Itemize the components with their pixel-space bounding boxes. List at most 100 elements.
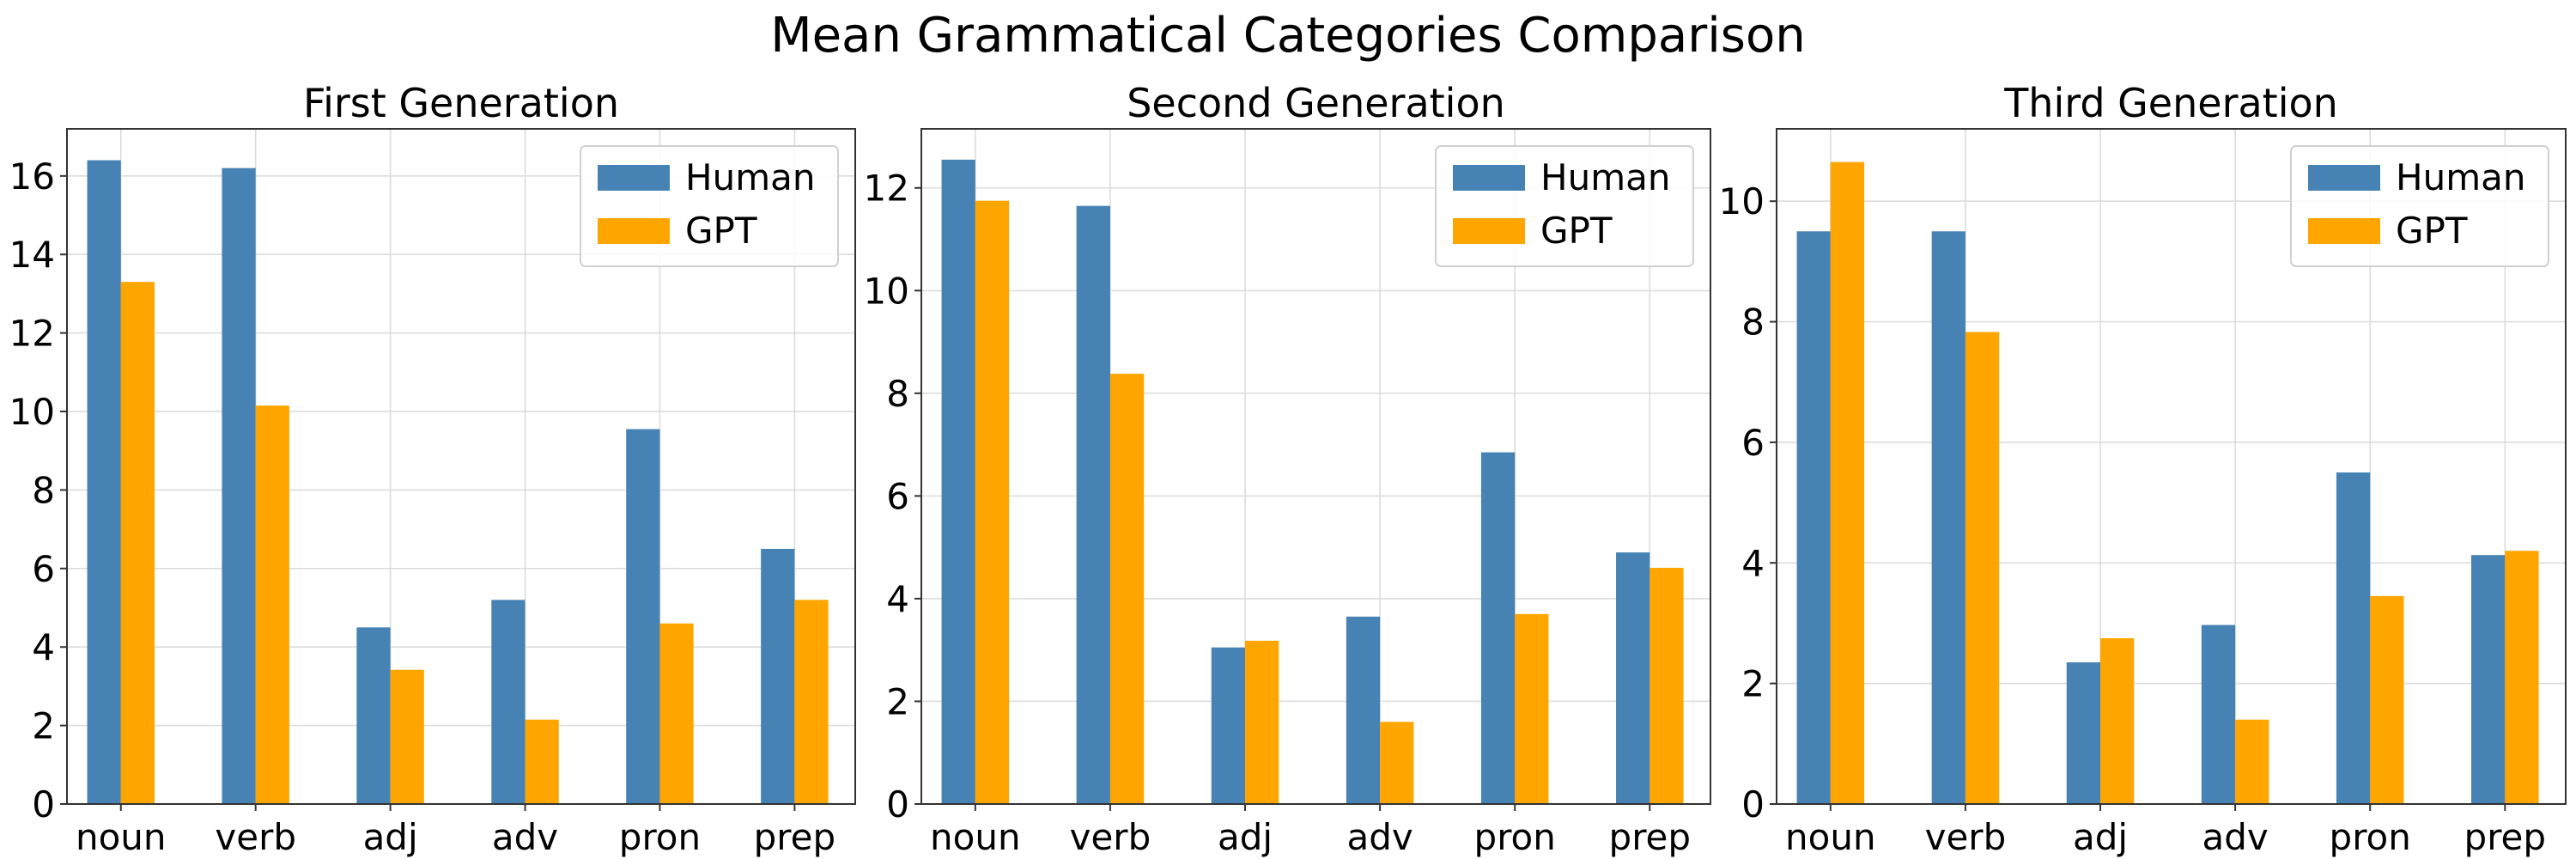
y-tick-label: 2 — [32, 705, 55, 747]
legend: Human GPT — [580, 145, 839, 267]
y-tick-label: 10 — [9, 391, 55, 433]
x-tick-label: prep — [754, 816, 836, 858]
bar-gpt-noun — [1830, 161, 1865, 805]
bar-human-prep — [1616, 552, 1650, 804]
legend: Human GPT — [2290, 145, 2549, 267]
bar-gpt-prep — [2505, 551, 2539, 804]
bar-human-adj — [1211, 647, 1246, 804]
bar-gpt-pron — [2370, 595, 2404, 804]
bar-gpt-adv — [525, 719, 559, 804]
x-tick-label: noun — [1785, 816, 1876, 858]
bar-gpt-adv — [2235, 719, 2269, 804]
x-tick-label: prep — [1609, 816, 1692, 858]
y-tick-label: 4 — [886, 578, 909, 620]
legend-swatch-gpt — [598, 218, 670, 244]
bar-gpt-prep — [794, 600, 829, 804]
x-tick-label: adj — [2073, 816, 2128, 858]
plot-frame — [1776, 128, 2567, 805]
legend-label-human: Human — [685, 156, 815, 198]
legend-swatch-gpt — [2308, 218, 2380, 244]
x-tick-label: verb — [1925, 816, 2007, 858]
bar-human-noun — [87, 160, 121, 805]
legend-swatch-human — [598, 165, 670, 191]
y-tick-label: 10 — [1719, 180, 1765, 222]
y-tick-label: 6 — [1741, 422, 1765, 464]
figure-title: Mean Grammatical Categories Comparison — [770, 8, 1805, 64]
y-tick-label: 0 — [32, 783, 55, 825]
y-tick-label: 16 — [9, 155, 55, 198]
x-tick-label: verb — [1070, 816, 1151, 858]
bar-human-adv — [491, 600, 526, 804]
x-tick-label: prep — [2464, 816, 2547, 858]
bar-human-pron — [1480, 452, 1516, 804]
legend: Human GPT — [1435, 145, 1694, 267]
bar-gpt-pron — [659, 623, 694, 804]
y-tick-label: 12 — [9, 313, 55, 355]
bar-human-prep — [2471, 555, 2506, 804]
bar-gpt-adj — [390, 669, 424, 804]
y-tick-label: 4 — [32, 626, 55, 668]
y-tick-label: 8 — [1741, 302, 1765, 344]
plot-frame — [66, 128, 856, 805]
bar-gpt-noun — [120, 282, 155, 804]
x-tick-label: adv — [1346, 816, 1413, 858]
bar-human-pron — [626, 429, 660, 804]
panel-title: Third Generation — [2003, 80, 2338, 126]
chart-panel-2: Second Generation 0 2 4 6 8 10 12 noun verb adj adv… — [864, 80, 1711, 858]
bar-gpt-adj — [1245, 640, 1279, 804]
y-tick-label: 6 — [32, 548, 55, 590]
bar-gpt-noun — [975, 200, 1010, 804]
legend-label-gpt: GPT — [685, 210, 757, 252]
y-tick-label: 0 — [886, 783, 909, 825]
y-tick-label: 12 — [864, 168, 909, 210]
legend-swatch-human — [2308, 165, 2380, 191]
bar-gpt-verb — [255, 405, 289, 804]
bar-human-adv — [1346, 616, 1381, 804]
x-tick-label: adv — [492, 816, 558, 858]
x-tick-label: noun — [930, 816, 1021, 858]
y-tick-label: 2 — [886, 680, 909, 722]
chart-panel-3: Third Generation 0 2 4 6 8 10 noun verb adj adv pro… — [1719, 80, 2567, 858]
bar-gpt-pron — [1515, 613, 1549, 804]
bar-human-verb — [1076, 205, 1110, 805]
bar-gpt-prep — [1649, 568, 1684, 804]
legend-swatch-human — [1453, 165, 1525, 191]
bar-human-pron — [2336, 472, 2371, 804]
y-tick-label: 6 — [886, 475, 909, 517]
bar-human-verb — [1931, 231, 1965, 804]
bar-gpt-adj — [2100, 638, 2135, 804]
x-tick-label: pron — [2330, 816, 2411, 858]
legend-label-gpt: GPT — [2396, 210, 2468, 252]
bar-gpt-adv — [1380, 722, 1414, 804]
panel-title: First Generation — [303, 80, 619, 126]
x-tick-label: adj — [363, 816, 418, 858]
bar-human-noun — [941, 159, 975, 805]
legend-swatch-gpt — [1453, 218, 1525, 244]
bar-gpt-verb — [1109, 374, 1145, 804]
legend-label-gpt: GPT — [1540, 210, 1613, 252]
x-tick-label: adj — [1218, 816, 1273, 858]
panel-title: Second Generation — [1127, 80, 1505, 126]
bar-human-noun — [1796, 231, 1831, 804]
bar-gpt-verb — [1965, 332, 2000, 804]
y-tick-label: 0 — [1741, 783, 1765, 825]
chart-panels: First Generation 0 2 4 6 8 10 12 14 16 noun verb adj… — [9, 80, 2567, 858]
y-tick-label: 4 — [1741, 542, 1765, 584]
plot-frame — [920, 128, 1711, 805]
legend-label-human: Human — [2396, 156, 2525, 198]
y-tick-label: 8 — [32, 469, 55, 511]
x-tick-label: pron — [1474, 816, 1556, 858]
x-tick-label: pron — [619, 816, 701, 858]
bar-human-adj — [356, 627, 391, 804]
bar-human-adv — [2201, 624, 2236, 804]
legend-label-human: Human — [1540, 156, 1670, 198]
y-tick-label: 2 — [1741, 663, 1765, 705]
bar-human-verb — [222, 168, 256, 804]
x-tick-label: noun — [76, 816, 167, 858]
x-tick-label: verb — [215, 816, 296, 858]
y-tick-label: 14 — [9, 234, 55, 276]
y-tick-label: 10 — [864, 270, 909, 312]
y-tick-label: 8 — [886, 373, 909, 415]
bar-human-adj — [2066, 662, 2101, 804]
